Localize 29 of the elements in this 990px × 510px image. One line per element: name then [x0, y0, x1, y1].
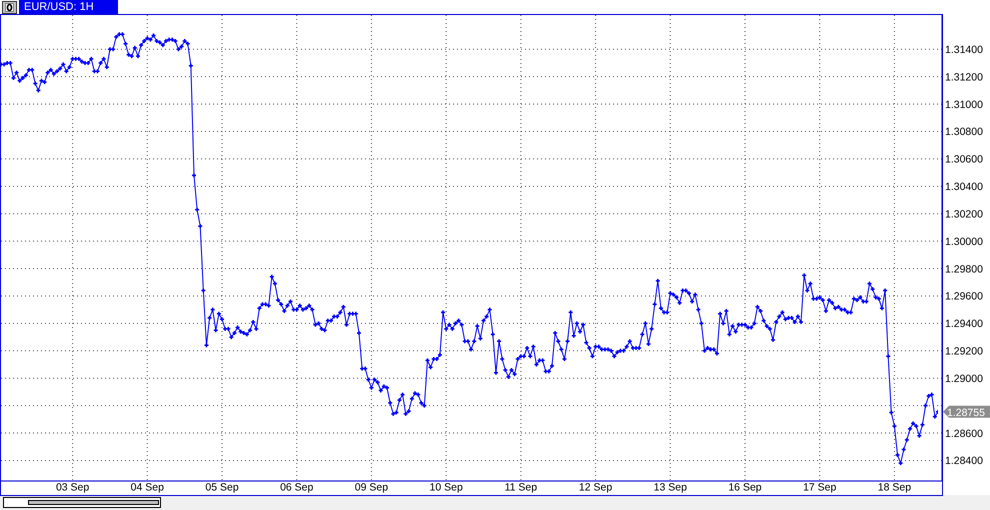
y-tick-label: 1.31200: [945, 71, 984, 84]
x-tick-label: 04 Sep: [130, 481, 164, 494]
x-tick-label: 09 Sep: [354, 481, 388, 494]
x-tick-label: 11 Sep: [504, 481, 538, 494]
y-tick-label: 1.30800: [945, 126, 984, 138]
x-tick-label: 10 Sep: [430, 481, 463, 494]
x-tick-label: 16 Sep: [728, 481, 762, 494]
y-tick-label: 1.29800: [945, 263, 984, 276]
y-tick-label: 1.30200: [945, 208, 984, 220]
x-tick-label: 18 Sep: [878, 481, 912, 494]
y-tick-label: 1.30000: [945, 236, 984, 248]
y-tick-label: 1.31400: [945, 44, 984, 56]
text: 1.28755: [947, 406, 986, 419]
y-tick-label: 1.29600: [945, 290, 984, 303]
y-tick-label: 1.30400: [945, 181, 984, 194]
y-tick-label: 1.28600: [945, 428, 984, 440]
y-tick-label: 1.30600: [945, 154, 984, 166]
y-tick-label: 1.29400: [945, 318, 984, 330]
x-tick-label: 12 Sep: [578, 481, 612, 494]
y-tick-label: 1.29000: [945, 372, 984, 385]
x-tick-label: 13 Sep: [654, 481, 688, 494]
x-tick-label: 06 Sep: [280, 481, 314, 494]
chart-title: EUR/USD: 1H: [24, 1, 94, 13]
y-tick-label: 1.28400: [945, 455, 984, 468]
x-tick-label: 03 Sep: [56, 481, 90, 494]
y-tick-label: 1.29200: [945, 346, 984, 358]
x-tick-label: 05 Sep: [205, 481, 239, 494]
y-tick-label: 1.31000: [945, 98, 984, 111]
x-tick-label: 17 Sep: [803, 481, 837, 494]
